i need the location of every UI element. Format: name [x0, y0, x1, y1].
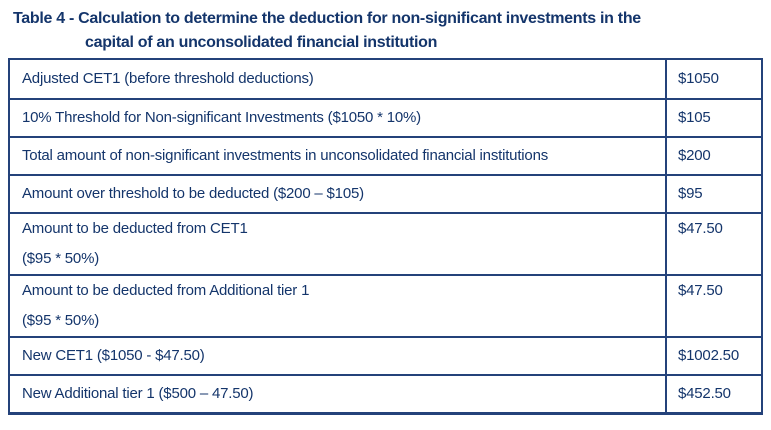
row-label-line2: ($95 * 50%)	[22, 250, 100, 267]
row-label-text: New CET1 ($1050 - $47.50)	[22, 347, 205, 364]
row-label: New CET1 ($1050 - $47.50)	[10, 338, 665, 374]
row-label: Adjusted CET1 (before threshold deductio…	[10, 60, 665, 98]
row-label: 10% Threshold for Non-significant Invest…	[10, 100, 665, 136]
row-value: $105	[665, 100, 761, 136]
table-row: Adjusted CET1 (before threshold deductio…	[10, 60, 761, 98]
row-label-text: Amount over threshold to be deducted ($2…	[22, 185, 364, 202]
row-value: $1050	[665, 60, 761, 98]
table-caption-line1: Table 4 - Calculation to determine the d…	[13, 10, 641, 27]
table-caption-line2: capital of an unconsolidated financial i…	[85, 34, 438, 51]
table-row: Total amount of non-significant investme…	[10, 136, 761, 174]
row-label-line2: ($95 * 50%)	[22, 312, 100, 329]
table-row: Amount to be deducted from CET1 ($95 * 5…	[10, 212, 761, 274]
table-row: Amount over threshold to be deducted ($2…	[10, 174, 761, 212]
row-value: $95	[665, 176, 761, 212]
table-row: New Additional tier 1 ($500 – 47.50) $45…	[10, 374, 761, 412]
row-value: $1002.50	[665, 338, 761, 374]
row-label-text: Amount to be deducted from Additional ti…	[22, 282, 310, 299]
table-row: New CET1 ($1050 - $47.50) $1002.50	[10, 336, 761, 374]
row-label-text: New Additional tier 1 ($500 – 47.50)	[22, 385, 254, 402]
row-value-text: $200	[678, 147, 711, 164]
row-label-text: 10% Threshold for Non-significant Invest…	[22, 109, 421, 126]
row-value: $452.50	[665, 376, 761, 412]
calculation-table: Adjusted CET1 (before threshold deductio…	[8, 58, 763, 415]
row-label: Amount to be deducted from Additional ti…	[10, 276, 665, 336]
row-value: $47.50	[665, 214, 761, 274]
table-caption: Table 4 - Calculation to determine the d…	[13, 7, 641, 55]
row-value: $47.50	[665, 276, 761, 336]
row-value-text: $1050	[678, 70, 719, 87]
row-value: $200	[665, 138, 761, 174]
table-row: Amount to be deducted from Additional ti…	[10, 274, 761, 336]
row-label-text: Adjusted CET1 (before threshold deductio…	[22, 70, 314, 87]
row-value-text: $47.50	[678, 220, 723, 237]
row-value-text: $1002.50	[678, 347, 739, 364]
row-label: Amount to be deducted from CET1 ($95 * 5…	[10, 214, 665, 274]
row-label-text: Amount to be deducted from CET1	[22, 220, 248, 237]
row-value-text: $95	[678, 185, 703, 202]
row-label: Amount over threshold to be deducted ($2…	[10, 176, 665, 212]
row-value-text: $47.50	[678, 282, 723, 299]
row-label-text: Total amount of non-significant investme…	[22, 147, 549, 164]
row-label: New Additional tier 1 ($500 – 47.50)	[10, 376, 665, 412]
row-value-text: $105	[678, 109, 711, 126]
table-row: 10% Threshold for Non-significant Invest…	[10, 98, 761, 136]
row-value-text: $452.50	[678, 385, 731, 402]
row-label: Total amount of non-significant investme…	[10, 138, 665, 174]
